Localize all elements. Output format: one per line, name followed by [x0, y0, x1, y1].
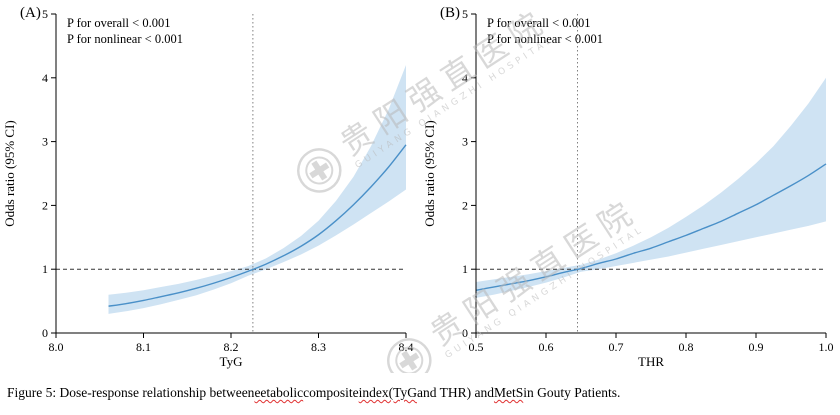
x-axis-title: TyG	[220, 354, 243, 369]
y-tick-label: 1	[462, 262, 468, 276]
panel-label: (B)	[440, 5, 460, 21]
x-tick-label: 0.7	[609, 340, 624, 354]
y-tick-label: 5	[462, 7, 468, 21]
x-tick-label: 8.2	[224, 340, 239, 354]
dose-response-curve	[108, 144, 407, 307]
y-tick-label: 4	[462, 71, 468, 85]
p-value-annotation: P for overall < 0.001	[487, 16, 590, 30]
x-tick-label: 0.9	[749, 340, 764, 354]
caption-segment: eetabolic	[254, 385, 304, 400]
figure-panels: 0 1 2 3 4 5 8.0 8.1 8.2 8.3 8.4 TyG Odds ratio (95% …	[0, 0, 840, 373]
y-tick-label: 3	[462, 135, 468, 149]
y-tick-label: 5	[42, 7, 48, 21]
caption-segment: index(TyG	[358, 385, 417, 400]
confidence-band	[476, 77, 826, 298]
x-tick-label: 8.1	[136, 340, 151, 354]
panel-label: (A)	[20, 5, 41, 21]
x-tick-label: 0.5	[469, 340, 484, 354]
y-tick-label: 2	[42, 198, 48, 212]
x-tick-label: 8.0	[49, 340, 64, 354]
y-axis-title: Odds ratio (95% CI)	[422, 120, 437, 227]
x-tick-label: 0.8	[679, 340, 694, 354]
y-axis-title: Odds ratio (95% CI)	[2, 120, 17, 227]
y-tick-label: 1	[42, 262, 48, 276]
x-tick-label: 8.4	[399, 340, 414, 354]
p-value-annotation: P for nonlinear < 0.001	[487, 32, 603, 46]
figure-caption: Figure 5: Dose-response relationship bet…	[0, 373, 840, 413]
y-tick-label: 2	[462, 198, 468, 212]
caption-segment: Figure 5: Dose-response relationship bet…	[7, 385, 255, 400]
y-tick-label: 0	[42, 326, 48, 340]
panel-b: 0 1 2 3 4 5 0.5 0.6 0.7 0.8 0.9 1.0 THR Odds ratio (9…	[420, 0, 840, 373]
x-tick-label: 8.3	[311, 340, 326, 354]
caption-segment: and THR) and	[416, 385, 494, 400]
x-tick-label: 1.0	[819, 340, 834, 354]
x-tick-label: 0.6	[539, 340, 554, 354]
caption-segment: MetS	[493, 385, 524, 400]
chart-panel-a: 0 1 2 3 4 5 8.0 8.1 8.2 8.3 8.4 TyG Odds ratio (95% …	[2, 5, 414, 369]
chart-panel-b: 0 1 2 3 4 5 0.5 0.6 0.7 0.8 0.9 1.0 THR Odds ratio (9…	[422, 5, 834, 369]
y-tick-label: 4	[42, 71, 48, 85]
caption-segment: in Gouty Patients.	[523, 385, 621, 400]
panel-a: 0 1 2 3 4 5 8.0 8.1 8.2 8.3 8.4 TyG Odds ratio (95% …	[0, 0, 420, 373]
y-tick-label: 3	[42, 135, 48, 149]
dose-response-curve	[475, 163, 827, 291]
y-tick-label: 0	[462, 326, 468, 340]
confidence-band	[108, 65, 406, 314]
caption-segment: composite	[303, 385, 359, 400]
p-value-annotation: P for nonlinear < 0.001	[67, 32, 183, 46]
p-value-annotation: P for overall < 0.001	[67, 16, 170, 30]
x-axis-title: THR	[638, 354, 664, 369]
